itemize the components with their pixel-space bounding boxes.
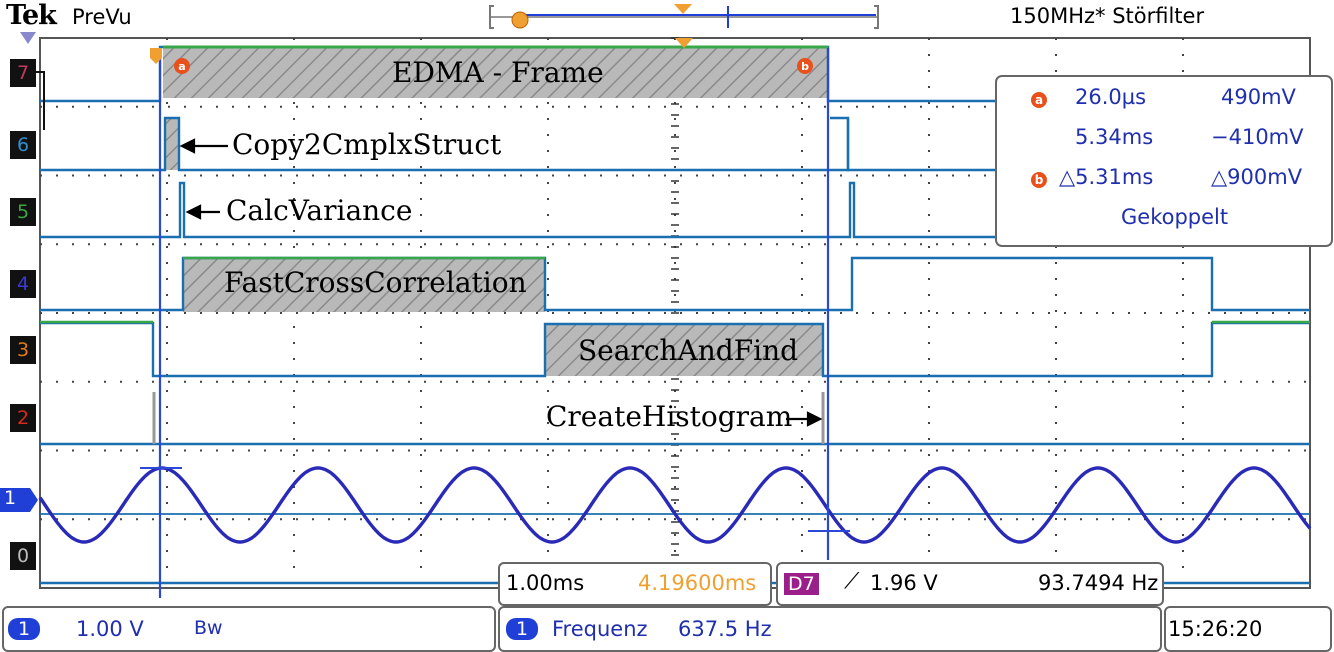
- cursor-a-time: 26.0µs: [1075, 85, 1147, 109]
- timebase-position: 4.19600ms: [638, 571, 757, 595]
- channel-tab-7[interactable]: 7: [10, 59, 36, 87]
- trace-d4: [40, 256, 1310, 312]
- filter-status: 150MHz* Störfilter: [1010, 4, 1205, 28]
- label-createhistogram: CreateHistogram: [546, 400, 793, 433]
- copy-region: [165, 118, 179, 170]
- svg-text:b: b: [801, 60, 809, 73]
- trigger-frequency: 93.7494 Hz: [1038, 571, 1159, 595]
- label-fastcrosscorrelation: FastCrossCorrelation: [224, 266, 527, 299]
- brand-logo: Tek: [6, 0, 57, 31]
- timebase-readout[interactable]: 1.00ms 4.19600ms: [498, 562, 772, 606]
- search-region: [545, 324, 823, 376]
- clock-time: 15:26:20: [1168, 617, 1263, 641]
- ch7-indicator-icon: [20, 32, 36, 44]
- channel-tab-6[interactable]: 6: [10, 131, 36, 159]
- delta-voltage: △900mV: [1211, 165, 1303, 189]
- trace-d5: [40, 181, 1310, 239]
- channel-tab-4[interactable]: 4: [10, 270, 36, 298]
- trigger-source: D7: [784, 573, 819, 595]
- measurement-readout[interactable]: 1 Frequenz 637.5 Hz: [498, 606, 1162, 652]
- measurement-value: 637.5 Hz: [678, 617, 772, 641]
- cursor-readout-panel[interactable]: a 26.0µs 490mV 5.34ms −410mV b △5.31ms △…: [995, 75, 1333, 247]
- trigger-position-icon: [674, 4, 692, 14]
- cursor-marker-icon: [511, 11, 529, 29]
- channel-tab-0[interactable]: 0: [10, 542, 36, 570]
- cursor-a-icon: a: [1031, 92, 1047, 108]
- cursor-b-time: 5.34ms: [1075, 125, 1154, 149]
- label-edma-frame: EDMA - Frame: [392, 56, 604, 89]
- measurement-label: Frequenz: [552, 617, 648, 641]
- cursor-b-icon: b: [1031, 172, 1047, 188]
- cursor-mode: Gekoppelt: [1121, 205, 1229, 229]
- trace-analog-1: [38, 466, 1312, 544]
- label-copy2cmplxstruct: Copy2CmplxStruct: [232, 128, 502, 161]
- cursor-a-voltage: 490mV: [1221, 85, 1296, 109]
- acquisition-mode: PreVu: [72, 5, 132, 29]
- trigger-readout[interactable]: D7 ⟋ 1.96 V 93.7494 Hz: [776, 562, 1164, 606]
- trace-d3: [40, 321, 1310, 378]
- record-position-indicator[interactable]: [486, 0, 886, 36]
- rising-edge-icon: ⟋: [844, 569, 860, 594]
- timebase-scale: 1.00ms: [506, 571, 585, 595]
- trigger-level: 1.96 V: [870, 571, 938, 595]
- cursor-b-voltage: −410mV: [1211, 125, 1304, 149]
- clock-display: 15:26:20: [1164, 606, 1332, 652]
- delta-time: △5.31ms: [1059, 165, 1154, 189]
- channel1-settings[interactable]: 1 1.00 V Bw: [2, 606, 496, 652]
- channel-tab-1[interactable]: 1: [4, 487, 17, 509]
- channel1-scale: 1.00 V: [76, 617, 144, 641]
- ch1-offset-marker: [0, 488, 38, 512]
- trigger-marker-icon: [675, 38, 693, 48]
- channel-tab-5[interactable]: 5: [10, 198, 36, 226]
- cursor-a-marker-icon: [150, 48, 162, 64]
- measurement-channel-badge: 1: [506, 618, 539, 640]
- channel-tab-3[interactable]: 3: [10, 336, 36, 364]
- bandwidth-limit: Bw: [194, 617, 223, 639]
- cursor-b-icon: [797, 58, 813, 74]
- svg-text:a: a: [178, 60, 185, 73]
- channel1-badge: 1: [8, 618, 41, 640]
- channel-tab-2[interactable]: 2: [10, 404, 36, 432]
- label-searchandfind: SearchAndFind: [578, 334, 799, 367]
- label-calcvariance: CalcVariance: [226, 194, 413, 227]
- edma-frame-region: [163, 48, 828, 98]
- fastcross-region: [183, 258, 545, 312]
- cursor-a-icon: [174, 58, 190, 74]
